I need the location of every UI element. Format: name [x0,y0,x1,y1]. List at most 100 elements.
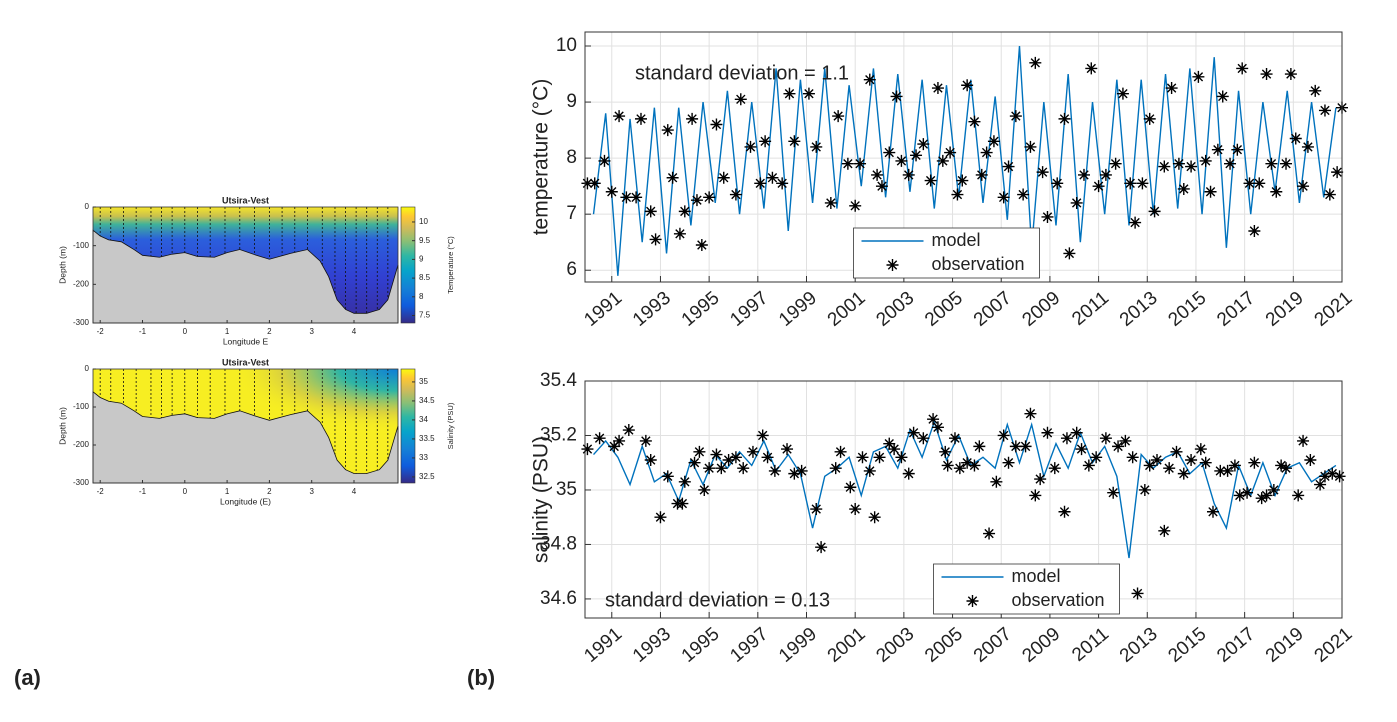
plot-frame [584,31,1343,283]
observation-marker [875,180,888,193]
observation-marker [1309,84,1322,97]
observation-marker [1267,483,1280,496]
observation-marker [1092,180,1105,193]
x-tick-label: 2003 [872,288,918,331]
colorbar [400,206,416,324]
observation-marker [1148,205,1161,218]
observation-marker [1009,440,1022,453]
colorbar [400,368,416,484]
x-tick-label: 2015 [1165,288,1211,331]
x-tick-label: 2007 [970,624,1016,667]
observation-marker [746,445,759,458]
observation-marker [678,205,691,218]
observation-marker [673,227,686,240]
y-tick-label: -100 [73,402,90,411]
observation-marker [1206,505,1219,518]
observation-marker [703,462,716,475]
observation-marker [936,154,949,167]
observation-marker [598,154,611,167]
observation-marker [649,233,662,246]
observation-marker [1331,166,1344,179]
x-tick-label: 2 [267,487,272,496]
observation-marker [605,185,618,198]
observation-marker [688,456,701,469]
observation-marker [1060,432,1073,445]
observation-marker [710,118,723,131]
x-tick-label: 2021 [1311,288,1357,331]
observation-marker [1265,157,1278,170]
observation-marker [781,443,794,456]
x-tick-label: 1999 [775,624,821,667]
observation-marker [1109,157,1122,170]
x-tick-label: 2017 [1213,624,1259,667]
y-axis-label: salinity (PSU) [530,436,553,563]
y-tick-label: 7 [566,203,577,224]
x-tick-label: 3 [309,487,314,496]
observation-marker [1009,110,1022,123]
observation-marker [1177,182,1190,195]
observation-marker [613,110,626,123]
observation-marker [890,90,903,103]
observation-marker [1082,459,1095,472]
observation-marker [1304,454,1317,466]
observation-marker [883,437,896,450]
observation-marker [1221,464,1234,477]
observation-marker [810,503,823,516]
observation-marker [883,146,896,159]
observation-marker [644,454,657,466]
observation-marker [1241,486,1254,499]
observation-marker [902,168,915,181]
legend-box [933,563,1120,615]
observation-marker [907,426,920,439]
observation-marker [863,464,876,477]
x-tick-label: 2017 [1213,288,1259,331]
y-tick-label: 10 [556,35,577,56]
legend-box [853,227,1040,279]
x-axis-label: Longitude E [223,336,269,346]
x-tick-label: 1997 [726,624,772,667]
observation-marker [953,462,966,475]
observation-marker [756,429,769,442]
x-tick-label: 2019 [1262,288,1308,331]
colorbar-tick-label: 34.5 [419,396,435,405]
observation-marker [703,191,716,204]
observation-marker [1333,470,1346,483]
observation-marker [608,440,621,453]
observation-marker [754,177,767,190]
observation-marker [1260,68,1273,81]
annotation: standard deviation = 0.13 [605,589,830,611]
observation-marker [917,138,930,151]
colorbar-tick-label: 9 [419,254,424,263]
colorbar-tick-label: 34 [419,415,428,424]
plot-frame [92,368,399,484]
y-tick-label: -100 [73,241,90,250]
observation-marker [613,434,626,447]
observation-marker [1270,185,1283,198]
legend-marker [886,259,899,271]
observation-marker [1131,587,1144,600]
observation-marker [1116,87,1129,100]
observation-marker [654,511,667,524]
observation-marker [1124,177,1137,190]
observation-marker [1002,456,1015,469]
observation-marker [1236,62,1249,75]
y-axis-label: Depth (m) [57,407,67,445]
panel-label: (a) [14,665,41,690]
x-tick-label: 2005 [921,624,967,667]
observation-marker [1211,143,1224,156]
observation-marker [678,475,691,488]
legend-label: observation [1012,590,1105,610]
x-tick-label: 1 [225,327,230,336]
observation-marker [1192,70,1205,83]
observation-marker [644,205,657,218]
colorbar-label: Salinity (PSU) [446,402,455,449]
x-tick-label: 1 [225,487,230,496]
observation-marker [1204,185,1217,198]
observation-marker [1318,470,1331,483]
model-line [592,419,1337,559]
observation-marker [1318,104,1331,117]
observation-marker [1036,166,1049,179]
observation-marker [1289,132,1302,145]
observation-marker [1248,224,1261,237]
observation-marker [1051,177,1064,190]
